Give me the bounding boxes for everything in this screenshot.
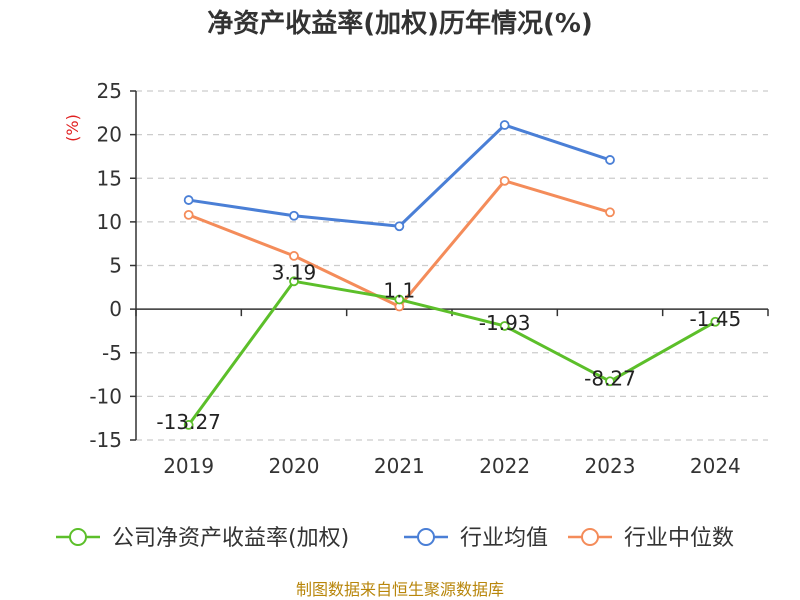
legend-item-0[interactable]: 公司净资产收益率(加权) <box>56 526 349 551</box>
data-point-1-2022 <box>499 120 510 130</box>
data-point-2-2022 <box>499 175 510 186</box>
data-point-2-2023 <box>605 207 615 218</box>
series-line-1 <box>188 123 611 228</box>
legend-label: 行业均值 <box>460 526 548 551</box>
data-point-0-2023 <box>605 376 615 387</box>
x-tick-label-2021: 2021 <box>374 454 425 478</box>
data-point-0-2021 <box>394 294 405 305</box>
data-point-0-2020 <box>289 276 299 287</box>
data-label-2020: 3.19 <box>272 260 317 284</box>
x-tick-label-2024: 2024 <box>690 454 741 478</box>
grid-lines <box>136 90 768 441</box>
y-tick-label: -15 <box>89 428 122 452</box>
data-point-0-2019 <box>183 420 194 430</box>
y-tick-label: 20 <box>97 123 122 147</box>
x-tick-label-2022: 2022 <box>479 454 530 478</box>
y-axis-label: (%) <box>63 114 82 142</box>
data-point-1-2023 <box>605 155 615 165</box>
data-point-2-2020 <box>289 251 299 261</box>
legend-swatch-marker <box>581 528 599 546</box>
x-tick-label-2023: 2023 <box>585 454 636 478</box>
legend-label: 行业中位数 <box>624 526 734 551</box>
x-tick-label-2020: 2020 <box>269 454 320 478</box>
x-tick-label-2019: 2019 <box>163 454 214 478</box>
y-tick-label: 25 <box>97 79 122 103</box>
legend-item-1[interactable]: 行业均值 <box>404 526 548 551</box>
y-tick-label: 0 <box>109 297 122 321</box>
data-point-2-2019 <box>183 209 194 220</box>
series-group <box>183 120 721 430</box>
y-tick-label: -10 <box>89 384 122 408</box>
legend-item-2[interactable]: 行业中位数 <box>568 526 734 551</box>
source-note: 制图数据来自恒生聚源数据库 <box>296 580 504 599</box>
legend[interactable]: 公司净资产收益率(加权) 行业均值 行业中位数 <box>56 526 734 551</box>
data-label-2022: -1.93 <box>479 311 531 335</box>
data-point-1-2019 <box>183 195 194 205</box>
y-tick-label: 5 <box>109 254 122 278</box>
data-point-0-2022 <box>499 321 510 331</box>
y-tick-label: 15 <box>97 166 122 190</box>
data-label-2023: -8.27 <box>584 366 636 390</box>
data-point-1-2021 <box>394 221 405 232</box>
data-labels: -13.27 3.19 1.1 -1.93 -8.27 -1.45 <box>156 260 741 434</box>
y-tick-label: 10 <box>97 210 122 234</box>
chart-title: 净资产收益率(加权)历年情况(%) <box>207 8 593 39</box>
legend-swatch-marker <box>417 528 435 546</box>
data-label-2019: -13.27 <box>156 410 220 434</box>
data-label-2021: 1.1 <box>383 279 415 303</box>
data-point-0-2024 <box>710 316 721 327</box>
legend-label: 公司净资产收益率(加权) <box>112 526 349 551</box>
axes: 25 20 15 10 5 0 -5 -10 -15 2019 2020 2021 2022 2023 20… <box>89 79 769 478</box>
series-line-0 <box>187 279 717 426</box>
y-tick-label: -5 <box>102 341 122 365</box>
data-label-2024: -1.45 <box>689 307 741 331</box>
data-point-1-2020 <box>289 210 299 221</box>
legend-swatch-marker <box>69 528 87 546</box>
